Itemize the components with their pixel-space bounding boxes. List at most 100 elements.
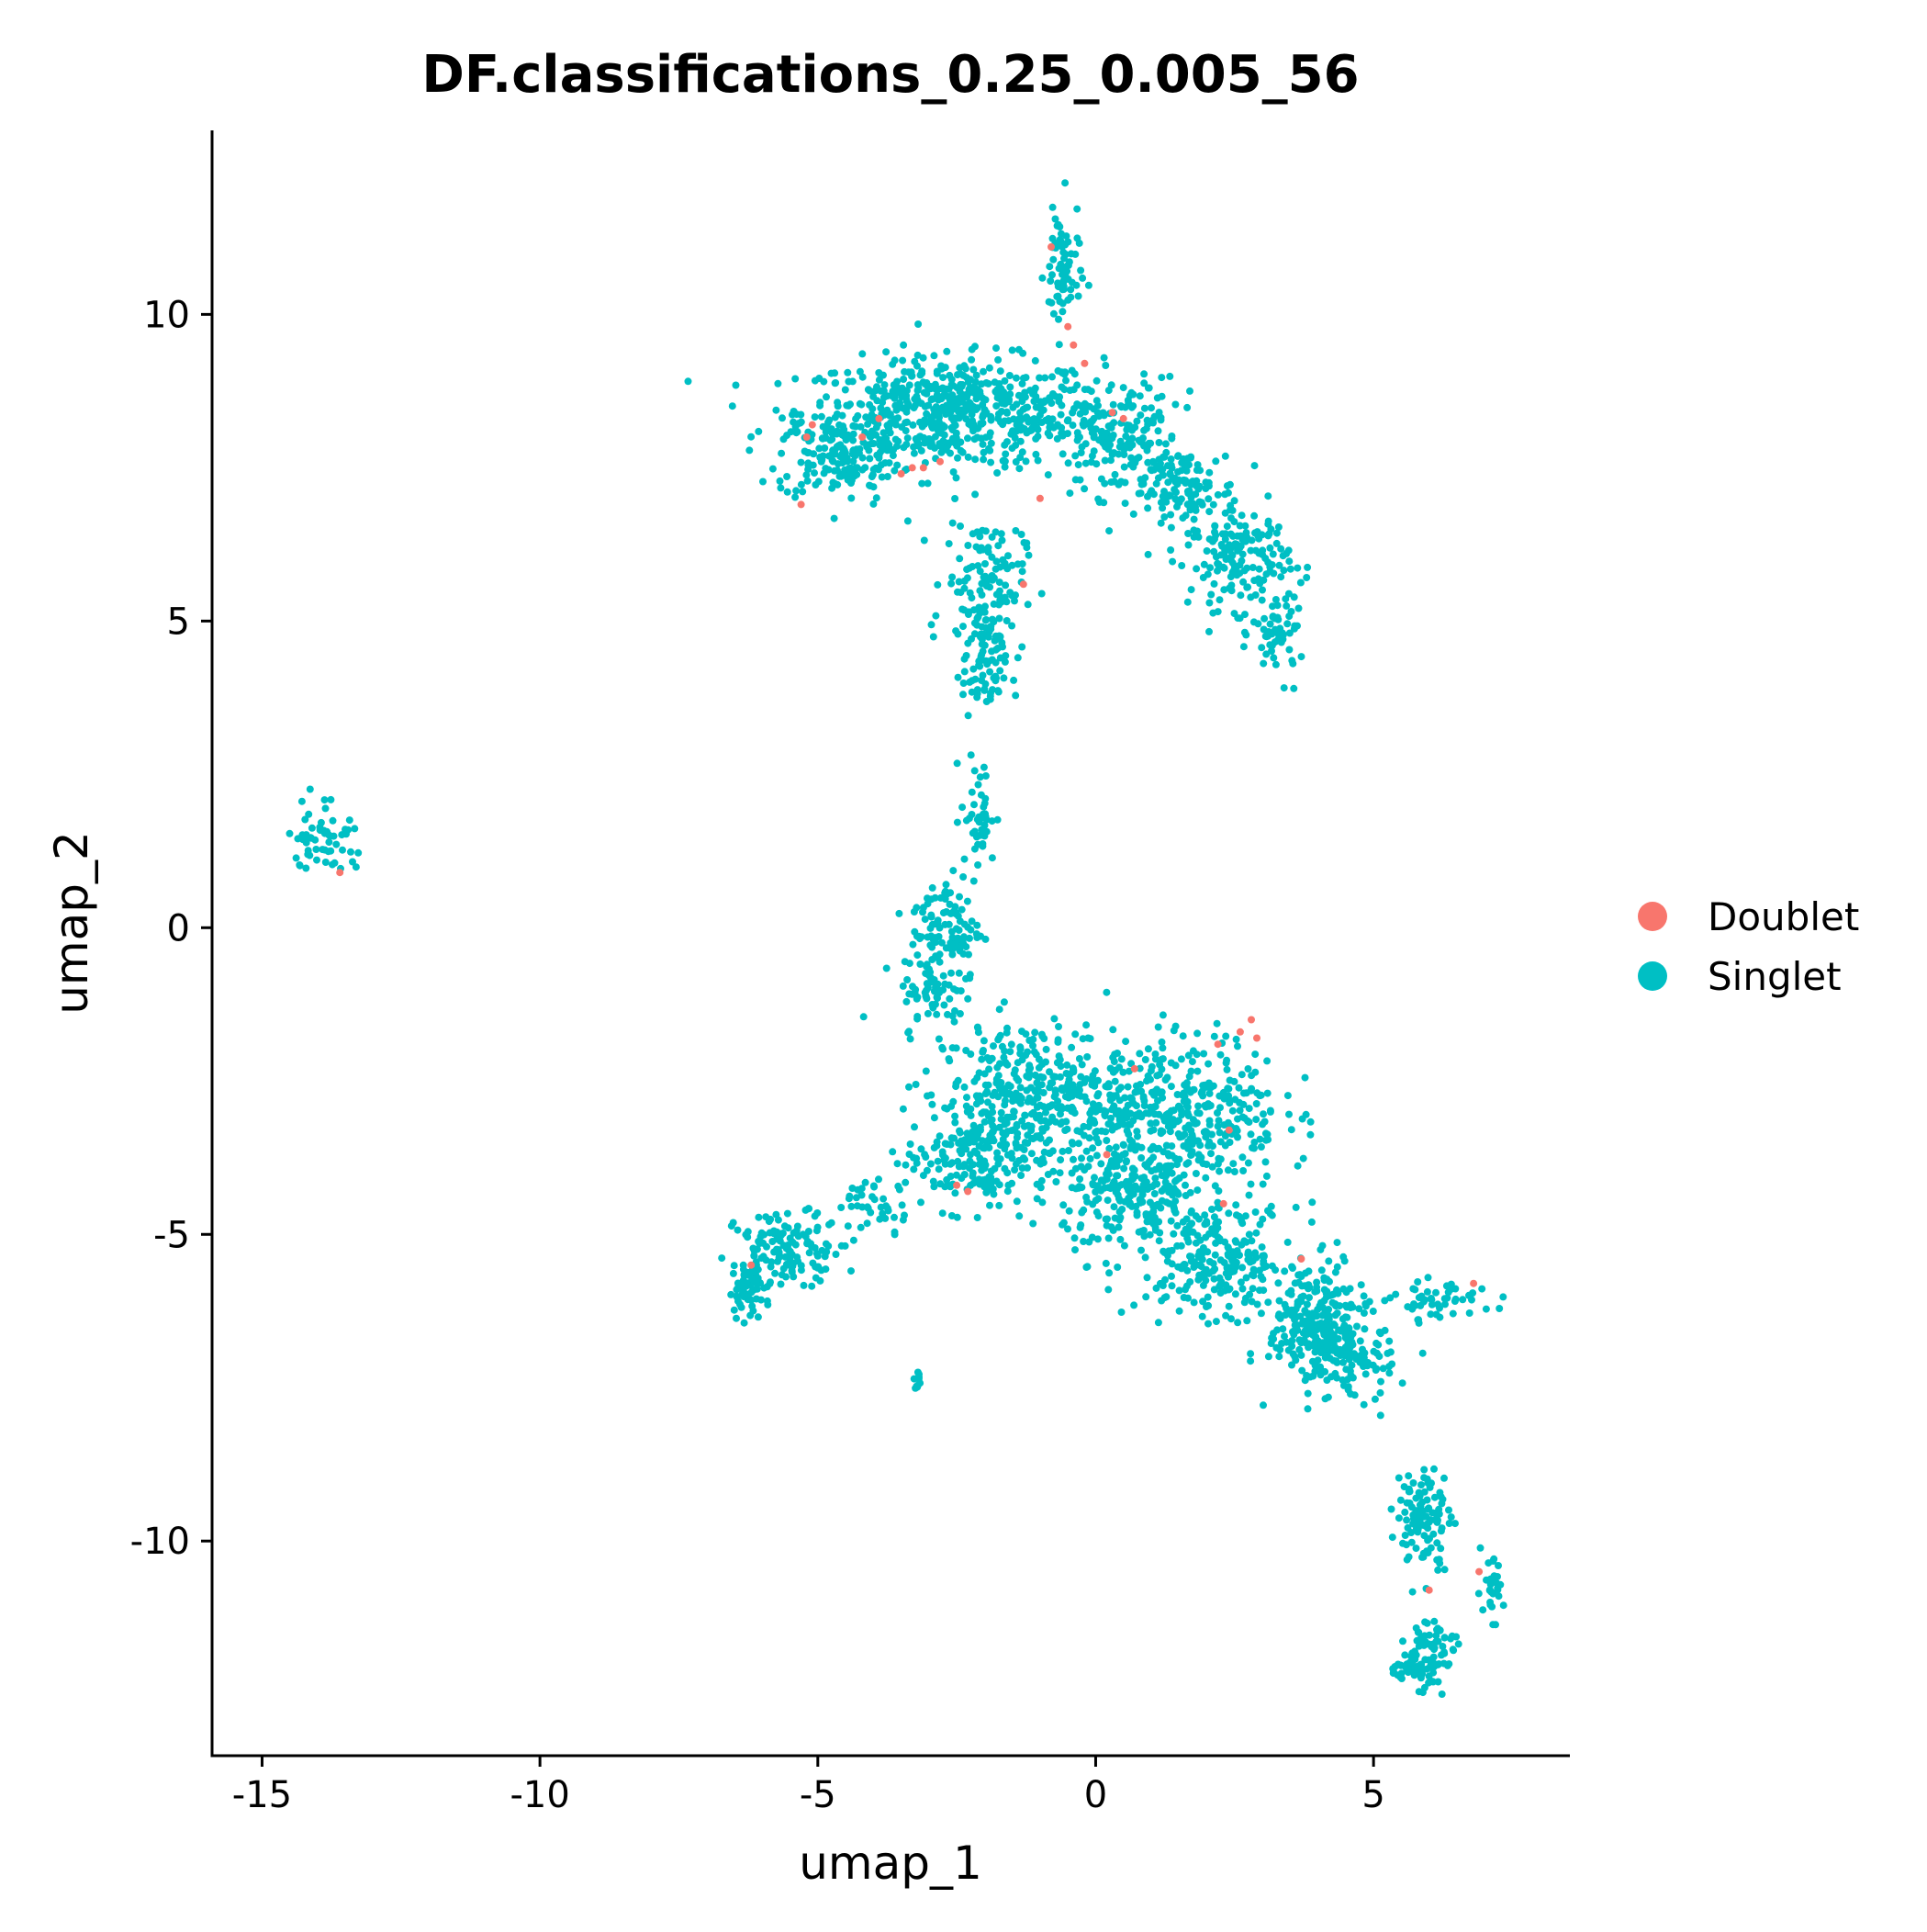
point-singlet	[964, 453, 972, 461]
point-singlet	[797, 1266, 805, 1275]
point-singlet	[1004, 1181, 1013, 1189]
point-singlet	[1021, 1111, 1029, 1119]
point-singlet	[1386, 1348, 1395, 1356]
point-singlet	[979, 394, 987, 402]
point-singlet	[1059, 1201, 1068, 1209]
point-singlet	[1038, 1032, 1047, 1040]
point-singlet	[1182, 1286, 1189, 1294]
point-singlet	[940, 1001, 948, 1009]
point-singlet	[1287, 1126, 1295, 1134]
point-singlet	[1356, 1337, 1364, 1345]
point-singlet	[939, 909, 947, 917]
point-singlet	[1107, 456, 1115, 465]
point-singlet	[1049, 1167, 1058, 1175]
x-axis-title: umap_1	[799, 1837, 982, 1890]
point-singlet	[956, 1129, 964, 1137]
point-singlet	[947, 1134, 956, 1142]
point-singlet	[1424, 1274, 1432, 1282]
point-singlet	[1260, 659, 1268, 668]
point-singlet	[959, 371, 968, 379]
point-singlet	[991, 636, 999, 645]
point-singlet	[1126, 1136, 1134, 1144]
point-singlet	[745, 446, 754, 455]
point-singlet	[1125, 399, 1133, 407]
point-singlet	[969, 365, 978, 374]
point-singlet	[1381, 1326, 1389, 1334]
point-singlet	[1324, 1393, 1332, 1401]
point-singlet	[1149, 1202, 1158, 1210]
point-singlet	[1140, 379, 1148, 388]
point-singlet	[1057, 1156, 1065, 1164]
point-singlet	[1204, 1248, 1212, 1256]
point-singlet	[1248, 1237, 1256, 1245]
point-singlet	[858, 350, 867, 358]
point-singlet	[1128, 434, 1137, 443]
point-singlet	[1033, 1103, 1041, 1111]
point-singlet	[1250, 1139, 1259, 1146]
point-singlet	[1018, 643, 1026, 651]
point-doublet	[1214, 1040, 1222, 1049]
point-singlet	[893, 461, 902, 469]
y-tick-label: 0	[167, 907, 190, 949]
point-singlet	[1048, 234, 1057, 242]
point-singlet	[987, 439, 995, 447]
point-singlet	[1229, 1251, 1238, 1259]
point-singlet	[863, 1219, 871, 1228]
point-singlet	[1335, 1350, 1343, 1358]
point-singlet	[1116, 1196, 1124, 1205]
point-singlet	[883, 392, 891, 400]
point-singlet	[947, 400, 955, 409]
point-singlet	[1018, 1117, 1026, 1125]
point-singlet	[876, 1215, 884, 1223]
point-singlet	[1063, 1061, 1071, 1069]
point-singlet	[1059, 276, 1068, 285]
point-singlet	[1144, 492, 1151, 500]
point-singlet	[1297, 1351, 1305, 1359]
point-singlet	[1111, 1214, 1119, 1222]
point-singlet	[987, 458, 995, 466]
point-singlet	[998, 536, 1006, 545]
point-singlet	[997, 1115, 1005, 1123]
point-singlet	[1147, 1127, 1155, 1135]
point-singlet	[1163, 1257, 1171, 1265]
point-singlet	[1249, 1144, 1256, 1151]
point-singlet	[755, 427, 763, 435]
point-singlet	[1288, 1337, 1296, 1344]
point-singlet	[982, 1188, 991, 1196]
point-singlet	[1094, 1195, 1103, 1203]
point-singlet	[1003, 1169, 1012, 1177]
point-singlet	[748, 1275, 756, 1284]
point-singlet	[933, 369, 941, 377]
point-singlet	[1004, 552, 1012, 560]
point-singlet	[1303, 574, 1311, 581]
point-singlet	[968, 811, 976, 818]
point-singlet	[1062, 376, 1070, 385]
point-singlet	[1180, 1142, 1188, 1150]
point-singlet	[959, 1163, 968, 1171]
point-singlet	[960, 606, 969, 614]
point-singlet	[1058, 242, 1066, 251]
point-singlet	[1160, 1114, 1168, 1122]
point-singlet	[1439, 1643, 1447, 1650]
point-singlet	[1063, 262, 1071, 270]
point-singlet	[1207, 1150, 1215, 1158]
point-singlet	[905, 1151, 913, 1158]
point-singlet	[1012, 1160, 1020, 1168]
point-singlet	[905, 381, 913, 389]
point-singlet	[684, 377, 692, 386]
point-singlet	[961, 365, 969, 373]
point-singlet	[786, 1247, 794, 1255]
point-singlet	[1270, 569, 1278, 578]
point-singlet	[934, 994, 941, 1002]
point-singlet	[964, 994, 972, 1003]
point-singlet	[308, 824, 316, 832]
point-singlet	[1201, 1211, 1209, 1219]
point-singlet	[1057, 260, 1065, 268]
point-singlet	[895, 909, 903, 917]
point-singlet	[872, 464, 879, 472]
point-singlet	[1487, 1588, 1496, 1596]
point-singlet	[808, 1282, 816, 1290]
point-singlet	[899, 1105, 907, 1113]
point-singlet	[1182, 1160, 1191, 1168]
point-singlet	[820, 377, 828, 386]
